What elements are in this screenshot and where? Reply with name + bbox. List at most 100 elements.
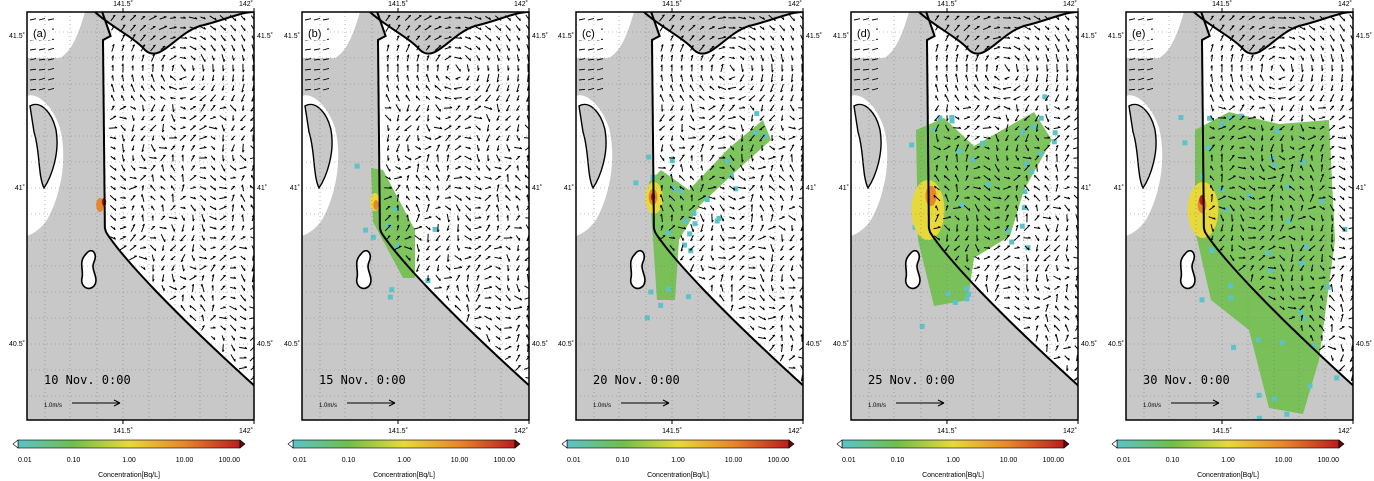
plume-cyan <box>393 206 399 212</box>
lon-tick-label: 141.5˚ <box>1212 0 1232 8</box>
map-area <box>576 12 803 420</box>
colorbar-extend-high <box>514 439 521 449</box>
sea <box>377 12 529 420</box>
lake <box>80 249 97 290</box>
plume-cyan <box>1020 129 1026 135</box>
colorbar-title: Concentration[Bq/L] <box>373 472 435 479</box>
plume-cyan <box>394 243 400 249</box>
lake <box>904 249 921 290</box>
colorbar-tick-label: 0.01 <box>1117 457 1131 464</box>
plume-cyan <box>1207 115 1213 121</box>
plume-cyan <box>949 118 955 124</box>
island <box>853 103 882 190</box>
upper-cove <box>27 12 85 58</box>
plume-cyan <box>1299 260 1305 266</box>
colorbar-extend-high <box>788 439 795 449</box>
lat-tick-label: 41˚ <box>257 184 267 192</box>
lat-tick-label: 40.5˚ <box>9 340 25 348</box>
plume-cyan <box>956 148 962 154</box>
island <box>1128 103 1157 190</box>
lat-tick-label: 40.5˚ <box>833 340 849 348</box>
lon-tick-label: 142˚ <box>788 0 802 8</box>
lon-tick-label: 141.5˚ <box>113 0 133 8</box>
lat-tick-label: 41˚ <box>290 184 300 192</box>
map-panel-d: 141.5˚ 141.5˚ 142˚ 142˚ 41.5˚ 41.5˚ 41˚ 41˚ 40.5… <box>824 0 1099 481</box>
vector-scale-label: 1.0m/s <box>1143 403 1161 409</box>
panel-label: (a) <box>33 28 46 40</box>
plume-cyan <box>1037 151 1043 157</box>
plume-cyan <box>1031 124 1037 130</box>
plume-cyan <box>692 221 698 227</box>
plume-cyan <box>937 115 943 121</box>
colorbar-tick-label: 10.00 <box>451 457 469 464</box>
lon-tick-label: 141.5˚ <box>937 427 957 435</box>
map-panel-e: 141.5˚ 141.5˚ 142˚ 142˚ 41.5˚ 41.5˚ 41˚ 41˚ 40.5… <box>1099 0 1374 481</box>
coastline <box>925 12 1078 387</box>
colorbar-tick-label: 0.01 <box>567 457 581 464</box>
plume-cyan <box>1271 162 1277 168</box>
lat-tick-label: 41˚ <box>564 184 574 192</box>
colorbar-tick-label: 10.00 <box>725 457 743 464</box>
plume-cyan <box>386 223 392 229</box>
lat-tick-label: 41.5˚ <box>558 32 574 40</box>
lon-tick-label: 141.5˚ <box>662 0 682 8</box>
lon-tick-label: 141.5˚ <box>662 427 682 435</box>
colorbar-tick-label: 0.01 <box>842 457 856 464</box>
coastline <box>369 12 529 55</box>
plume-cyan <box>1228 295 1234 301</box>
lon-tick-label: 141.5˚ <box>1212 427 1232 435</box>
plume-cyan <box>1325 284 1331 290</box>
map-panel-b: 141.5˚ 141.5˚ 142˚ 142˚ 41.5˚ 41.5˚ 41˚ 41˚ 40.5… <box>275 0 550 481</box>
plume-cyan <box>370 234 376 240</box>
plume-cyan <box>1231 344 1237 350</box>
upper-cove <box>851 12 909 58</box>
coastline <box>650 12 803 387</box>
colorbar-tick-label: 0.10 <box>67 457 81 464</box>
plume-cyan <box>432 226 438 232</box>
plume-cyan <box>714 218 720 224</box>
colorbar <box>566 439 790 449</box>
colorbar-tick-label: 1.00 <box>1221 457 1235 464</box>
lake <box>629 249 646 290</box>
plume-cyan <box>389 287 395 293</box>
date-label: 15 Nov. 0:00 <box>319 373 406 387</box>
coastline <box>918 12 1078 55</box>
colorbar-tick-label: 100.00 <box>1318 457 1340 464</box>
lat-tick-label: 41˚ <box>806 184 816 192</box>
colorbar-tick-label: 1.00 <box>946 457 960 464</box>
lat-tick-label: 41˚ <box>1356 184 1366 192</box>
plume-cyan <box>1199 297 1205 303</box>
colorbar-tick-label: 100.00 <box>1043 457 1065 464</box>
plume-cyan <box>1267 267 1273 273</box>
plume-cyan <box>1178 115 1184 121</box>
lon-tick-label: 141.5˚ <box>388 0 408 8</box>
date-label: 25 Nov. 0:00 <box>868 373 955 387</box>
coastline <box>643 12 803 55</box>
plume-cyan <box>964 285 970 291</box>
panel-label-bg <box>30 26 52 40</box>
map-area <box>27 12 254 420</box>
colorbar-tick-label: 10.00 <box>176 457 194 464</box>
upper-land <box>644 12 803 54</box>
plume-cyan <box>691 210 697 216</box>
sea <box>102 12 254 420</box>
map-frame <box>1125 11 1354 421</box>
panel-label: (b) <box>308 28 321 40</box>
lat-tick-label: 40.5˚ <box>532 340 548 348</box>
plume-cyan <box>970 157 976 163</box>
plume-cyan <box>678 188 684 194</box>
panel-label-bg <box>579 26 601 40</box>
plume-cyan <box>633 180 639 186</box>
plume-cyan <box>1255 337 1261 343</box>
plume-cyan <box>964 296 970 302</box>
map-panel-a: 141.5˚ 141.5˚ 142˚ 142˚ 41.5˚ 41.5˚ 41˚ 41˚ 40.5… <box>0 0 275 481</box>
coastline <box>376 12 529 387</box>
lake <box>1179 249 1196 290</box>
coastline <box>1200 12 1353 387</box>
colorbar-tick-label: 0.01 <box>18 457 32 464</box>
lat-tick-label: 41.5˚ <box>833 32 849 40</box>
vector-scale-label: 1.0m/s <box>44 403 62 409</box>
panel-label-bg <box>1129 26 1151 40</box>
plume-cyan <box>952 299 958 305</box>
plume-cyan <box>1247 193 1253 199</box>
